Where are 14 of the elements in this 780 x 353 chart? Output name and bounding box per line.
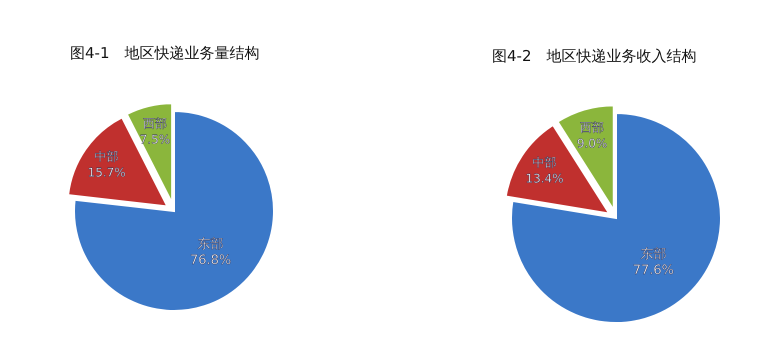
slice-label: 西部	[580, 120, 604, 135]
data-label: 15.7%	[88, 165, 126, 180]
slice-label: 东部	[640, 247, 666, 262]
data-label: 76.8%	[190, 253, 232, 268]
slice-label: 中部	[94, 149, 119, 164]
chart-title: 图4-1 地区快递业务量结构	[70, 44, 260, 62]
slice-label: 东部	[198, 237, 224, 252]
slice-label: 西部	[142, 116, 167, 130]
data-label: 13.4%	[525, 172, 564, 186]
data-label: 77.6%	[632, 263, 674, 278]
chart-title: 图4-2 地区快递业务收入结构	[492, 47, 696, 65]
data-label: 7.5%	[140, 132, 170, 146]
slice-label: 中部	[532, 156, 557, 170]
data-label: 9.0%	[576, 136, 608, 151]
